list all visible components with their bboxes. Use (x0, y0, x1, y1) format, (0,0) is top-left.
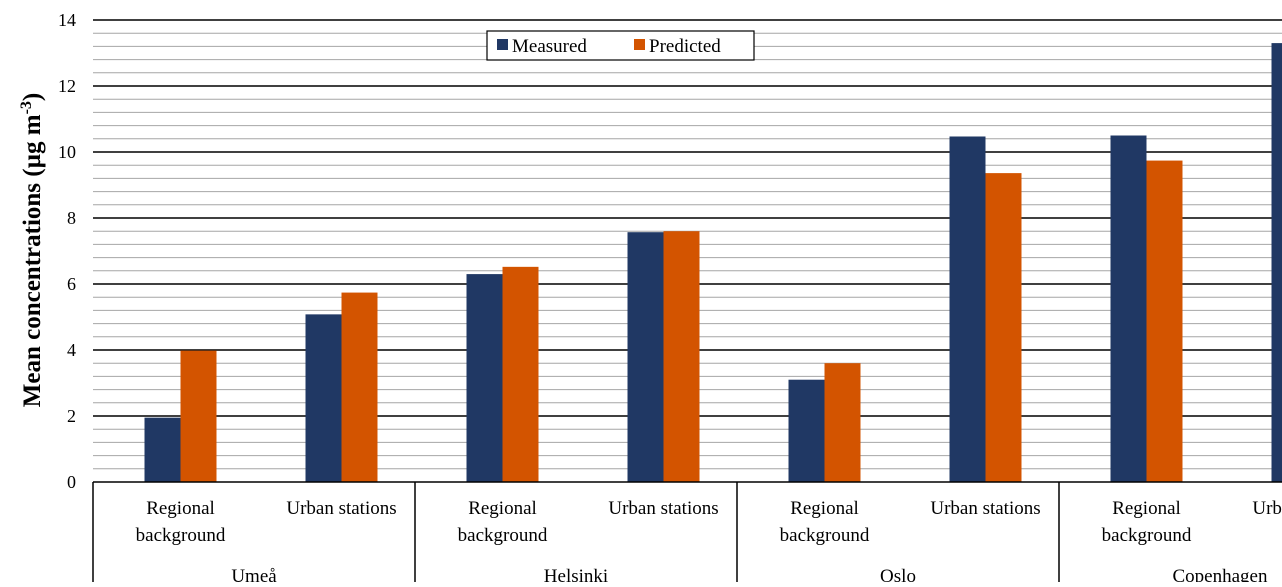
y-tick-label: 6 (67, 274, 76, 294)
bar-measured (789, 380, 825, 482)
y-tick-label: 8 (67, 208, 76, 228)
bar-predicted (664, 231, 700, 482)
city-label: Umeå (231, 566, 277, 582)
y-tick-label: 4 (67, 340, 76, 360)
y-tick-label: 2 (67, 406, 76, 426)
bar-predicted (342, 293, 378, 482)
bar-predicted (503, 267, 539, 482)
y-tick-label: 10 (58, 142, 76, 162)
city-label: Helsinki (544, 566, 608, 582)
bar-measured (1272, 43, 1282, 482)
bar-measured (145, 418, 181, 482)
bar-predicted (986, 173, 1022, 482)
city-label: Oslo (880, 566, 916, 582)
bar-measured (467, 274, 503, 482)
legend-swatch-measured (497, 39, 508, 50)
legend: Measured Predicted (487, 31, 754, 60)
x-category-label: Urban stations (1252, 498, 1282, 519)
y-tick-label: 12 (58, 76, 76, 96)
legend-label-measured: Measured (512, 36, 587, 57)
bar-predicted (181, 351, 217, 482)
y-tick-label: 14 (58, 10, 76, 30)
y-tick-labels: 0 2 4 6 8 10 12 14 (58, 10, 76, 492)
bar-measured (1111, 136, 1147, 483)
y-tick-label: 0 (67, 472, 76, 492)
bar-measured (950, 136, 986, 482)
legend-label-predicted: Predicted (649, 36, 721, 57)
y-axis-title: Mean concentrations (µg m-3) (18, 93, 46, 407)
x-category-label: Urban stations (930, 498, 1040, 519)
bar-predicted (1147, 161, 1183, 482)
bar-measured (306, 314, 342, 482)
city-label: Copenhagen (1173, 566, 1268, 582)
x-category-label: Urban stations (286, 498, 396, 519)
bar-predicted (825, 363, 861, 482)
legend-swatch-predicted (634, 39, 645, 50)
x-category-label: Urban stations (608, 498, 718, 519)
bar-measured (628, 232, 664, 482)
